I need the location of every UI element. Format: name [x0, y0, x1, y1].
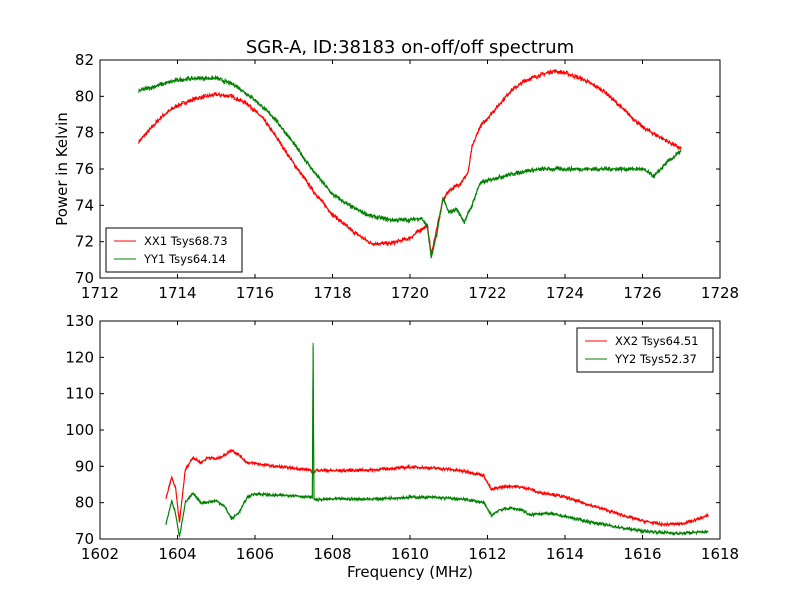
top-plot: 1712 1714 1716 1718 1720 1722 1724 1726 1728 70 72… — [53, 51, 739, 302]
top-y-tick-label: 72 — [75, 233, 94, 251]
bottom-y-tick-label: 80 — [75, 494, 94, 512]
top-legend: XX1 Tsys68.73 YY1 Tsys64.14 — [105, 227, 243, 273]
top-x-tick-label: 1728 — [701, 284, 739, 302]
top-legend-label: YY1 Tsys64.14 — [143, 252, 226, 266]
bottom-legend-label: YY2 Tsys52.37 — [614, 352, 697, 366]
top-x-tick-label: 1724 — [546, 284, 584, 302]
bottom-series-vertices-xx2 — [165, 449, 709, 526]
bottom-plot: 1602 1604 1606 1608 1610 1612 1614 1616 1618 70 80… — [65, 312, 739, 581]
bottom-y-tick-label: 110 — [65, 385, 94, 403]
bottom-x-tick-label: 1608 — [313, 545, 351, 563]
top-x-tick-label: 1722 — [468, 284, 506, 302]
top-x-tick-label: 1726 — [623, 284, 661, 302]
top-x-tick-label: 1720 — [391, 284, 429, 302]
bottom-y-tick-label: 130 — [65, 312, 94, 330]
top-y-tick-label: 74 — [75, 196, 94, 214]
top-series-vertices-yy1 — [138, 77, 682, 259]
bottom-x-tick-label: 1602 — [81, 545, 119, 563]
chart-title: SGR-A, ID:38183 on-off/off spectrum — [246, 37, 574, 58]
top-y-tick-label: 70 — [75, 269, 94, 287]
top-y-tick-label: 80 — [75, 87, 94, 105]
bottom-x-tick-label: 1604 — [158, 545, 196, 563]
bottom-x-tick-label: 1606 — [236, 545, 274, 563]
top-x-tick-label: 1714 — [158, 284, 196, 302]
top-x-tick-label: 1716 — [236, 284, 274, 302]
bottom-x-axis-title: Frequency (MHz) — [347, 563, 473, 581]
top-plot-lines — [138, 69, 682, 259]
top-legend-box — [105, 227, 243, 273]
bottom-x-tick-label: 1614 — [546, 545, 584, 563]
bottom-legend-label: XX2 Tsys64.51 — [615, 334, 699, 348]
bottom-y-tick-label: 100 — [65, 421, 94, 439]
top-x-tick-label: 1712 — [81, 284, 119, 302]
top-y-axis-title: Power in Kelvin — [53, 112, 71, 226]
bottom-y-tick-label: 70 — [75, 530, 94, 548]
bottom-x-tick-label: 1618 — [701, 545, 739, 563]
bottom-plot-lines — [165, 342, 709, 538]
bottom-x-tick-label: 1616 — [623, 545, 661, 563]
bottom-x-tick-label: 1610 — [391, 545, 429, 563]
bottom-x-tick-label: 1612 — [468, 545, 506, 563]
bottom-legend: XX2 Tsys64.51 YY2 Tsys52.37 — [576, 327, 714, 373]
bottom-y-tick-label: 90 — [75, 457, 94, 475]
top-y-tick-label: 82 — [75, 51, 94, 69]
bottom-legend-box — [576, 327, 714, 373]
top-y-tick-label: 76 — [75, 160, 94, 178]
bottom-y-tick-label: 120 — [65, 348, 94, 366]
bottom-series-vertices-yy2 — [165, 342, 709, 538]
top-series-line-xx1 — [138, 69, 682, 253]
top-legend-label: XX1 Tsys68.73 — [144, 234, 228, 248]
top-x-tick-label: 1718 — [313, 284, 351, 302]
top-y-tick-label: 78 — [75, 124, 94, 142]
